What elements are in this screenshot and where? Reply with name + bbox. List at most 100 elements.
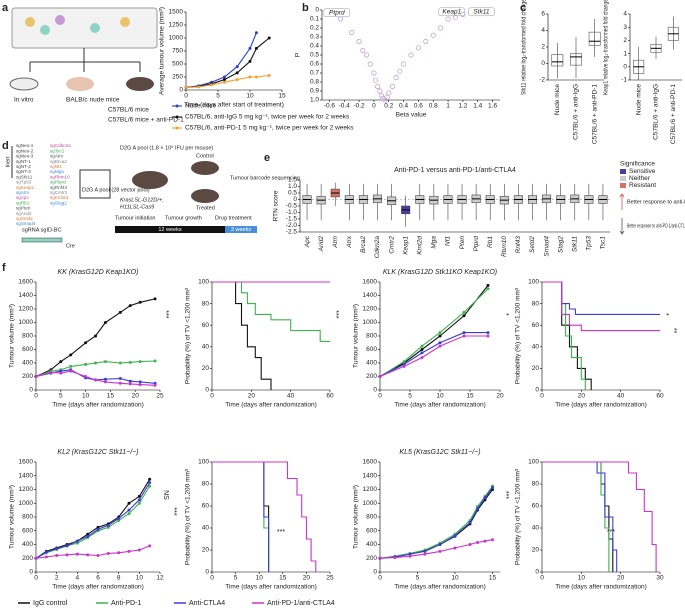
x-axis-label: Time (days after randomization) (225, 402, 317, 409)
y-axis-label: Tumour volume (mm³) (9, 304, 16, 368)
point (34, 375, 38, 378)
y-tick-label: 60 (532, 503, 540, 510)
legend-marker (175, 115, 179, 119)
point (420, 356, 424, 360)
point (127, 512, 131, 516)
y-axis-label: Probability (%) of TV <1,200 mm³ (185, 287, 192, 384)
y-tick-label: 400 (366, 541, 377, 548)
point (94, 361, 98, 365)
series-line (185, 37, 270, 88)
x-tick-label: 10 (256, 575, 264, 582)
series-line (35, 482, 151, 559)
y-tick-label: 0 (29, 387, 33, 394)
survival-curve (542, 461, 614, 572)
y-tick-label: 40 (202, 525, 210, 532)
diagram-label: Treated (196, 205, 215, 211)
category-label: Rnf43 (515, 236, 522, 254)
mouse (132, 171, 168, 189)
x-tick-label: 5 (416, 575, 420, 582)
x-tick-label: 0 (378, 393, 382, 400)
diagram-label: 3 weeks (231, 227, 251, 233)
point (491, 485, 494, 489)
category-label: Arid2 (318, 236, 325, 253)
box (588, 31, 601, 46)
point (118, 381, 122, 385)
category-label: Nude mice (554, 84, 561, 115)
timeline (225, 226, 257, 233)
point (476, 540, 479, 544)
x-tick-label: 1.4 (473, 103, 482, 110)
point (462, 314, 466, 318)
series-line (35, 485, 151, 559)
y-tick-label: 80 (202, 300, 210, 307)
x-tick-label: 10 (82, 393, 90, 400)
x-axis-label: Time (days after randomization) (225, 584, 317, 591)
timeline (115, 226, 225, 233)
point (402, 360, 406, 364)
survival-curve (212, 461, 270, 572)
point (138, 380, 142, 384)
series-line (379, 489, 493, 559)
point (438, 341, 442, 345)
y-tick-label: 60 (202, 322, 210, 329)
y-tick-label: 0.4 (310, 43, 319, 50)
point (128, 304, 132, 308)
point (75, 539, 79, 543)
point (197, 85, 201, 89)
y-tick-label: 1200 (19, 486, 34, 493)
x-tick-label: 1.2 (458, 103, 467, 110)
diagram-label: BALB/c nude mice (66, 97, 120, 104)
x-tick-label: 1.6 (488, 103, 497, 110)
point (127, 501, 131, 505)
y-tick-label: 40 (532, 344, 540, 351)
point (445, 16, 451, 22)
x-tick-label: 10 (136, 575, 144, 582)
point-label: Keap1 (442, 9, 461, 16)
y-tick-label: 1000 (19, 319, 34, 326)
y-tick-label: 100 (198, 459, 209, 466)
sgrna-label: sgSmad4 (16, 221, 36, 226)
y-tick-label: 1600 (363, 279, 378, 286)
diagram-label: C57BL/6 mice (108, 107, 149, 114)
point (400, 61, 407, 67)
x-tick-label: 0 (210, 575, 214, 582)
sgrna-label: sgTsc1 (50, 148, 65, 153)
point (84, 375, 88, 378)
y-tick-label: -1.0 (286, 209, 298, 216)
point (118, 377, 122, 381)
sgrna-label: sgNeo-1 (16, 143, 34, 148)
x-tick-label: -0.4 (339, 103, 351, 110)
y-tick-label: 1400 (363, 292, 378, 299)
panel-letter: c (520, 2, 526, 14)
point (138, 360, 142, 364)
survival-curve (542, 461, 618, 572)
x-tick-label: 0 (184, 93, 188, 100)
x-tick-label: 20 (496, 393, 504, 400)
x-tick-label: 6 (96, 575, 100, 582)
y-tick-label: 200 (366, 373, 377, 380)
sgrna-label: sgNf1 (50, 164, 62, 169)
y-tick-label: 600 (22, 346, 33, 353)
point (153, 359, 157, 363)
point (462, 310, 466, 314)
dish (9, 77, 39, 91)
x-tick-label: 20 (303, 575, 311, 582)
point (86, 534, 90, 538)
x-tick-label: 0 (378, 575, 382, 582)
y-tick-label: 600 (22, 527, 33, 534)
y-tick-label: 200 (22, 555, 33, 562)
y-tick-label: -1 (621, 77, 627, 84)
legend-label: Anti-PD-1 (111, 600, 141, 607)
y-tick-label: 1200 (363, 306, 378, 313)
point (127, 549, 131, 553)
y-tick-label: 0.7 (310, 70, 319, 77)
point (137, 494, 141, 498)
point (349, 29, 355, 36)
point (389, 83, 396, 90)
point (210, 83, 214, 87)
point (84, 362, 88, 366)
point (103, 380, 107, 384)
x-axis-label: Time (days after randomization) (52, 402, 144, 409)
y-axis-label: Probability (%) of TV <1,200 mm³ (515, 287, 522, 384)
point (476, 507, 479, 511)
